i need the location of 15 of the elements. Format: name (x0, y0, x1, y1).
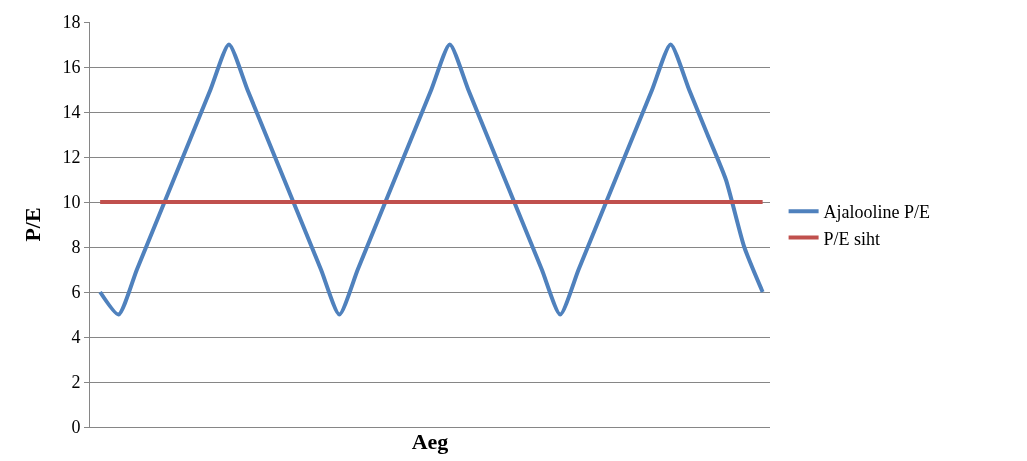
y-tick-label: 6 (71, 282, 81, 303)
x-axis-title: Aeg (411, 428, 449, 454)
legend-label: P/E siht (823, 228, 881, 249)
line-series (98, 42, 765, 317)
y-tick-label: 2 (71, 372, 81, 393)
y-axis-title: P/E (20, 207, 46, 242)
y-tick-label: 18 (62, 12, 81, 33)
y-tick-label: 4 (71, 327, 81, 348)
y-tick-label: 14 (62, 102, 81, 123)
y-tick-label: 0 (71, 417, 81, 438)
legend-label: Ajalooline P/E (823, 202, 931, 223)
y-tick-label: 10 (62, 192, 81, 213)
y-tick-label: 12 (62, 147, 81, 168)
y-tick-label: 8 (71, 237, 81, 258)
y-tick-label: 16 (62, 57, 81, 78)
